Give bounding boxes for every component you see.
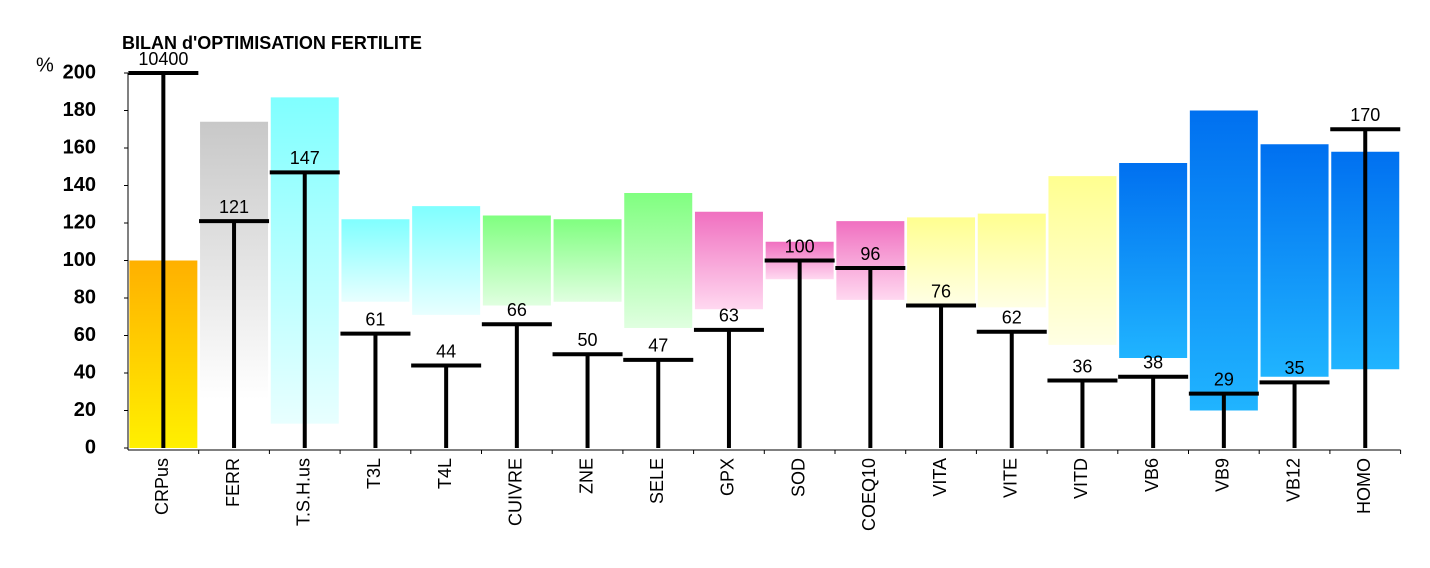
value-label: 63: [719, 306, 739, 326]
x-tick-label: FERR: [223, 458, 243, 507]
range-box: [1119, 163, 1188, 358]
x-tick-label: HOMO: [1354, 458, 1374, 514]
x-tick-label: COEQ10: [859, 458, 879, 531]
value-label: 38: [1143, 353, 1163, 373]
x-tick-label: VITD: [1071, 458, 1091, 499]
range-box: [1189, 110, 1258, 411]
y-tick-label: 180: [63, 99, 96, 121]
x-tick-label: T4L: [435, 458, 455, 489]
y-tick-label: 120: [63, 211, 96, 233]
y-tick-label: 40: [74, 361, 96, 383]
value-label: 44: [436, 341, 456, 361]
x-tick-label: T3L: [364, 458, 384, 489]
range-box: [412, 206, 481, 315]
value-label: 36: [1072, 356, 1092, 376]
value-label: 29: [1214, 369, 1234, 389]
y-tick-label: 0: [85, 436, 96, 458]
x-tick-label: T.S.H.us: [294, 458, 314, 526]
range-box: [694, 211, 763, 310]
x-tick-label: VB6: [1142, 458, 1162, 492]
value-label: 170: [1350, 105, 1380, 125]
range-box: [482, 215, 551, 306]
y-axis-label: %: [36, 54, 54, 76]
y-tick-label: 80: [74, 286, 96, 308]
value-label: 47: [648, 336, 668, 356]
range-box: [977, 213, 1046, 308]
range-box: [624, 193, 693, 328]
x-tick-label: CRPus: [152, 458, 172, 515]
x-tick-label: ZNE: [576, 458, 596, 494]
value-label: 147: [290, 148, 320, 168]
value-label: 50: [578, 330, 598, 350]
value-label: 66: [507, 300, 527, 320]
value-label: 100: [785, 236, 815, 256]
range-box: [1048, 176, 1117, 345]
x-tick-label: SOD: [788, 458, 808, 497]
value-label: 121: [219, 197, 249, 217]
y-tick-label: 200: [63, 61, 96, 83]
x-tick-label: VB9: [1213, 458, 1233, 492]
value-label: 10400: [138, 49, 188, 69]
range-box: [1260, 144, 1329, 377]
value-label: 35: [1285, 358, 1305, 378]
value-label: 62: [1002, 308, 1022, 328]
range-box: [907, 217, 976, 304]
y-tick-label: 160: [63, 136, 96, 158]
range-box: [341, 219, 410, 302]
range-box: [553, 219, 622, 302]
x-tick-label: GPX: [718, 458, 738, 496]
x-tick-label: VITA: [930, 458, 950, 497]
y-tick-label: 100: [63, 249, 96, 271]
value-label: 96: [860, 244, 880, 264]
value-label: 61: [365, 309, 385, 329]
x-tick-label: VB12: [1283, 458, 1303, 502]
x-tick-label: CUIVRE: [506, 458, 526, 526]
chart-title: BILAN d'OPTIMISATION FERTILITE: [122, 33, 422, 53]
y-tick-label: 20: [74, 399, 96, 421]
value-label: 76: [931, 281, 951, 301]
y-tick-label: 140: [63, 174, 96, 196]
x-tick-label: SELE: [647, 458, 667, 504]
x-tick-label: VITE: [1001, 458, 1021, 498]
y-tick-label: 60: [74, 324, 96, 346]
